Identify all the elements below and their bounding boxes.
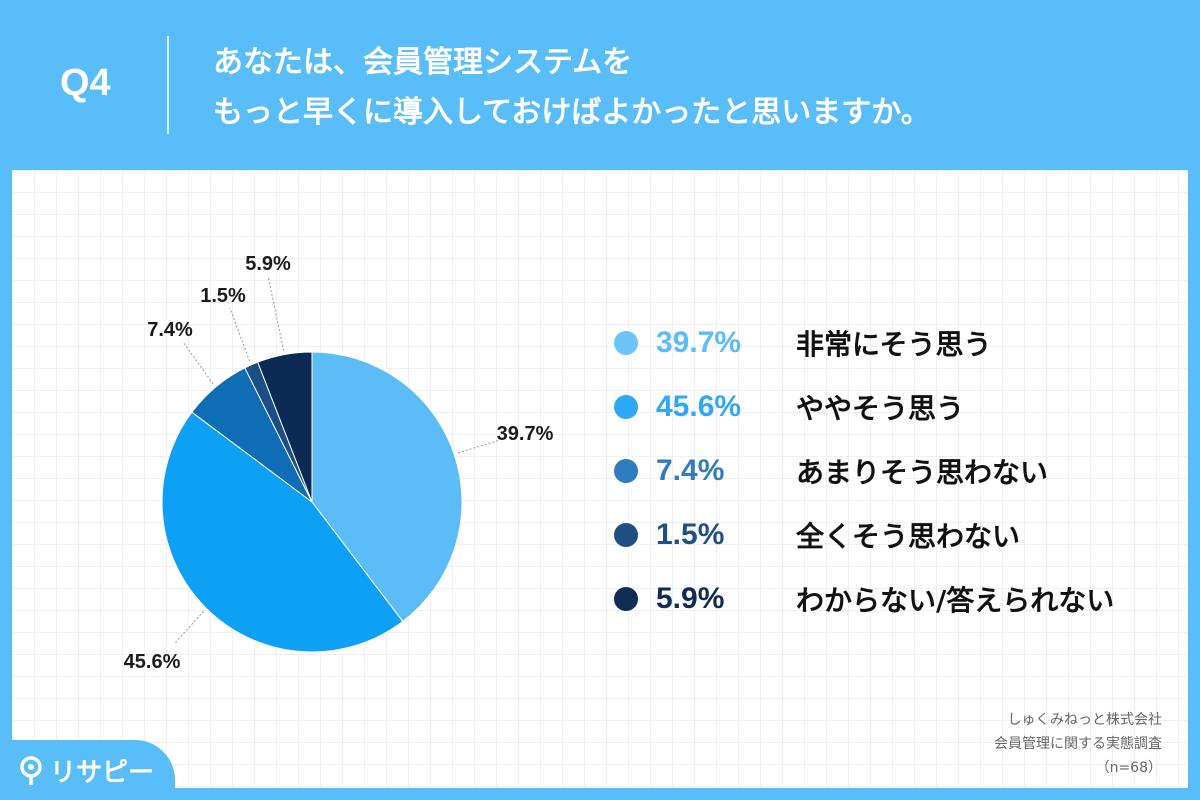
slice-value-label: 5.9% [245, 253, 291, 275]
legend-item: 1.5% 全くそう思わない [614, 512, 1174, 558]
brand-logo-text: リサピー [50, 757, 155, 788]
slice-value-label: 39.7% [497, 423, 554, 445]
pie-slices [161, 351, 463, 653]
legend-item: 7.4% あまりそう思わない [614, 448, 1174, 494]
question-title-line-2: もっと早くに導入しておけばよかったと思いますか。 [213, 95, 931, 130]
leader-line [182, 341, 214, 385]
slice-value-label: 45.6% [124, 651, 181, 673]
header-divider [167, 36, 169, 134]
location-pin-icon [20, 756, 42, 785]
legend-dot [614, 587, 638, 611]
legend-percent: 5.9% [656, 582, 725, 615]
legend-percent: 39.7% [656, 326, 742, 359]
legend-item: 45.6% ややそう思う [614, 384, 1174, 430]
slice-value-label: 7.4% [147, 319, 193, 341]
legend-label: わからない/答えられない [796, 584, 1115, 617]
source-company: しゅくみねっと株式会社 [1007, 712, 1162, 728]
slice-labels: 39.7% 45.6% 7.4% 1.5% 5.9% [124, 253, 554, 673]
leader-line [174, 610, 204, 644]
brand-logo: リサピー [18, 752, 154, 788]
legend-dot [614, 331, 638, 355]
legend-dot [614, 523, 638, 547]
legend-dot [614, 395, 638, 419]
legend-item: 39.7% 非常にそう思う [614, 320, 1174, 366]
legend-dot [614, 459, 638, 483]
source-sample-size: （n=68） [1095, 760, 1162, 776]
source-note: しゅくみねっと株式会社 会員管理に関する実態調査 （n=68） [994, 708, 1162, 780]
header: Q4 あなたは、会員管理システムを もっと早くに導入しておけばよかったと思います… [0, 0, 1200, 170]
legend-item: 5.9% わからない/答えられない [614, 576, 1174, 622]
question-title: あなたは、会員管理システムを もっと早くに導入しておけばよかったと思いますか。 [213, 38, 1173, 138]
legend-percent: 45.6% [656, 390, 742, 423]
pie-slice [161, 411, 404, 653]
pie-slice [257, 351, 313, 503]
logo-tab [0, 740, 175, 800]
leader-line [229, 307, 251, 362]
question-label: Q4 [60, 62, 111, 104]
leader-line [457, 439, 501, 454]
legend-label: ややそう思う [796, 392, 965, 425]
legend-percent: 7.4% [656, 454, 725, 487]
legend-label: 非常にそう思う [796, 328, 992, 361]
source-survey: 会員管理に関する実態調査 [994, 736, 1162, 752]
legend-percent: 1.5% [656, 518, 725, 551]
slice-value-label: 1.5% [200, 285, 246, 307]
leader-lines [174, 275, 501, 644]
pie-slice [311, 351, 463, 623]
question-title-line-1: あなたは、会員管理システムを [213, 45, 633, 80]
legend-label: 全くそう思わない [796, 520, 1021, 553]
legend-label: あまりそう思わない [796, 456, 1049, 489]
leader-line [267, 275, 285, 351]
